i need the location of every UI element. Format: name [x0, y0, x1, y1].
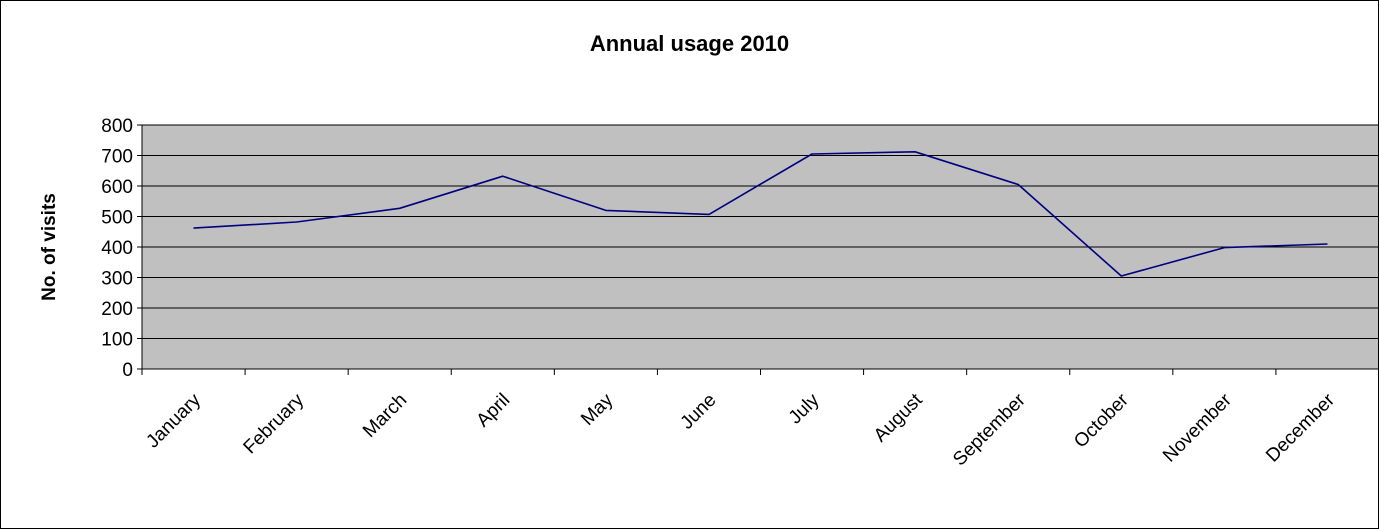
y-tick-label: 600 — [101, 177, 133, 198]
y-tick-label: 500 — [101, 208, 133, 229]
x-tick-label: April — [473, 390, 515, 432]
x-tick-label: March — [359, 390, 411, 442]
x-tick-label: February — [240, 389, 309, 458]
y-tick-label: 100 — [101, 330, 133, 351]
x-tick-label: January — [142, 389, 205, 452]
series-line — [193, 151, 1328, 277]
x-tick-label: July — [785, 389, 824, 428]
x-tick-label: September — [949, 389, 1030, 470]
y-tick-label: 700 — [101, 147, 133, 168]
y-tick-label: 800 — [101, 116, 133, 137]
x-tick-label: June — [677, 390, 721, 434]
y-tick-label: 300 — [101, 269, 133, 290]
chart-title: Annual usage 2010 — [589, 31, 790, 56]
x-tick-label: August — [870, 389, 927, 446]
y-tick-label: 400 — [101, 238, 133, 259]
x-tick-label: December — [1262, 389, 1339, 466]
x-tick-label: October — [1070, 389, 1133, 452]
y-tick-label: 0 — [122, 360, 133, 381]
x-tick-label: November — [1159, 389, 1236, 466]
y-tick-label: 200 — [101, 299, 133, 320]
x-tick-label: May — [577, 389, 618, 430]
